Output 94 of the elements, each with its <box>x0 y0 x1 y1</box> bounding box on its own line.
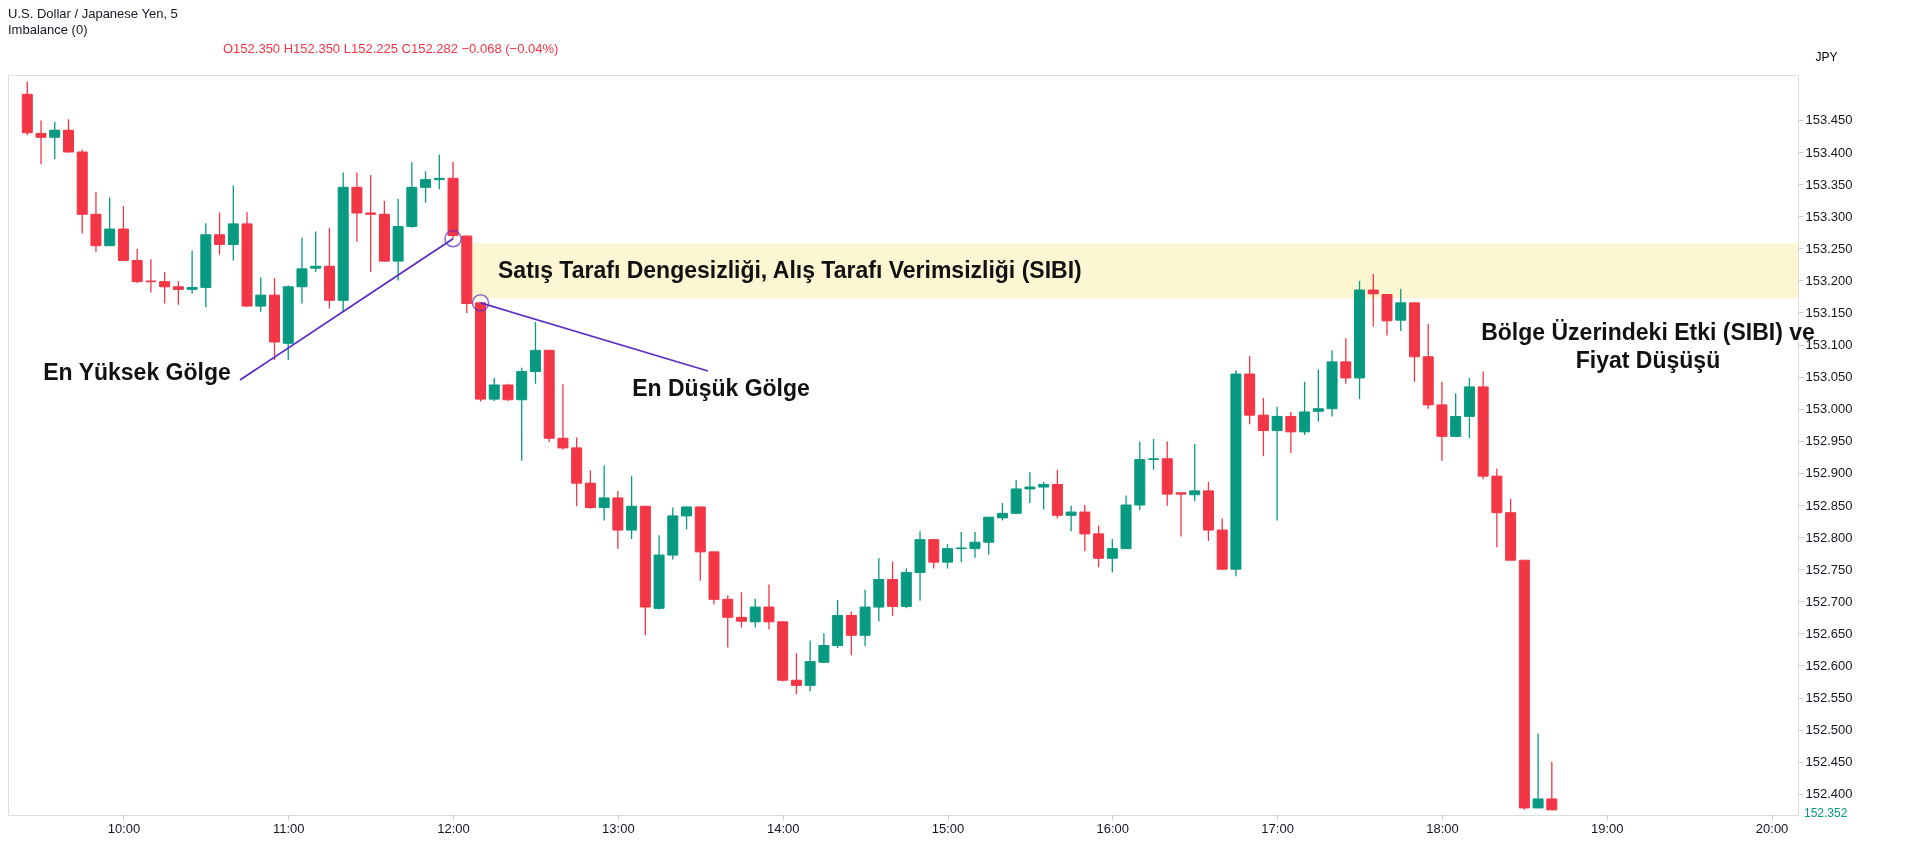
candlestick <box>131 248 143 284</box>
x-tick-label: 10:00 <box>107 820 141 836</box>
candlestick <box>1106 538 1118 574</box>
x-tick-label: 17:00 <box>1261 820 1294 836</box>
candlestick <box>214 211 226 256</box>
candlestick <box>49 121 61 160</box>
candlestick <box>1532 732 1544 809</box>
candlestick <box>955 531 967 563</box>
candlestick <box>845 610 857 656</box>
candlestick <box>255 276 267 313</box>
candlestick <box>1148 438 1160 471</box>
y-tick-label: 153.200 <box>1805 272 1853 288</box>
candlestick <box>35 119 47 165</box>
y-tick-label: 153.350 <box>1805 176 1853 192</box>
y-tick-label: 152.900 <box>1805 465 1853 481</box>
candlestick <box>804 639 816 692</box>
candlestick <box>763 583 775 631</box>
chart-title: U.S. Dollar / Japanese Yen, 5 <box>8 6 178 21</box>
x-tick-label: 16:00 <box>1096 820 1130 836</box>
y-tick-label: 153.250 <box>1805 240 1853 256</box>
candlestick <box>1340 337 1352 385</box>
y-tick-label: 152.700 <box>1805 593 1853 609</box>
candlestick <box>722 594 734 649</box>
x-tick-label: 15:00 <box>931 820 965 836</box>
candlestick <box>1285 411 1297 454</box>
x-tick-label: 19:00 <box>1590 820 1624 836</box>
candlestick <box>598 464 610 522</box>
y-tick-label: 153.150 <box>1805 304 1853 320</box>
candlestick <box>145 258 157 294</box>
y-tick-label: 152.650 <box>1805 625 1853 641</box>
candlestick <box>681 506 693 531</box>
x-tick-label: 14:00 <box>766 820 800 836</box>
candlestick <box>365 174 377 273</box>
candlestick <box>186 250 198 295</box>
candlestick <box>227 184 239 262</box>
text: O152.350 H152.350 L152.225 C152.282 −0.068 (−0.04%) <box>223 41 559 56</box>
candlestick <box>172 280 184 306</box>
candlestick <box>310 230 322 273</box>
y-tick-label: 152.450 <box>1805 754 1853 770</box>
y-tick-label: 152.600 <box>1805 657 1853 673</box>
candlestick <box>433 153 445 190</box>
y-tick-label: 152.800 <box>1805 529 1853 545</box>
candlestick <box>1367 273 1379 328</box>
y-tick-label: 152.550 <box>1805 690 1853 706</box>
candlestick <box>557 383 569 451</box>
candlestick <box>969 531 981 559</box>
candlestick <box>420 170 432 204</box>
candlestick <box>818 632 830 664</box>
candlestick <box>1450 392 1462 438</box>
candlestick <box>104 196 116 247</box>
x-tick-label: 20:00 <box>1755 820 1789 836</box>
candlestick <box>1038 481 1050 511</box>
annotation: En Yüksek Gölge <box>43 359 231 385</box>
candlestick <box>1175 492 1187 538</box>
candlestick <box>62 118 74 154</box>
candlestick <box>1546 761 1558 811</box>
y-tick-label: 153.050 <box>1805 369 1853 385</box>
y-tick-label: 153.400 <box>1805 144 1853 160</box>
y-tick-label: 153.300 <box>1805 208 1853 224</box>
x-tick-label: 13:00 <box>602 820 635 836</box>
x-tick-label: 11:00 <box>272 820 305 836</box>
x-tick-label: 18:00 <box>1426 820 1459 836</box>
text: 152.352 <box>1804 806 1848 820</box>
candlestick <box>296 236 308 305</box>
y-axis-title: JPY <box>1815 49 1838 64</box>
candlestick <box>1312 368 1324 423</box>
y-tick-label: 153.000 <box>1805 401 1853 417</box>
y-tick-label: 152.750 <box>1805 561 1853 577</box>
candlestick <box>1257 397 1269 457</box>
y-tick-label: 152.400 <box>1805 786 1853 802</box>
candlestick <box>790 652 802 695</box>
y-tick-label: 152.500 <box>1805 722 1853 738</box>
candlestick <box>529 321 541 385</box>
band-label: Satış Tarafı Dengesizliği, Alış Tarafı Verimsizliği (SIBI) <box>498 256 1082 283</box>
candlestick <box>159 271 171 305</box>
candlestick <box>749 598 761 629</box>
candlestick <box>942 543 953 570</box>
candlestick <box>488 377 500 402</box>
candlestick <box>1079 504 1091 552</box>
candlestick <box>1271 406 1283 522</box>
candlestick <box>1395 288 1407 332</box>
y-tick-label: 152.950 <box>1805 433 1853 449</box>
annotation: En Düşük Gölge <box>632 375 810 401</box>
candlestick <box>928 539 940 570</box>
y-tick-label: 152.850 <box>1805 497 1853 513</box>
candlestick <box>1299 381 1311 436</box>
y-tick-label: 153.450 <box>1805 112 1853 128</box>
x-tick-label: 12:00 <box>437 820 470 836</box>
candlestick <box>1065 505 1077 532</box>
candlestick <box>626 475 638 540</box>
candlestick <box>1189 443 1201 502</box>
candlestick <box>1024 471 1036 504</box>
candlestick <box>735 591 747 629</box>
chart-subtitle: Imbalance (0) <box>8 22 88 37</box>
